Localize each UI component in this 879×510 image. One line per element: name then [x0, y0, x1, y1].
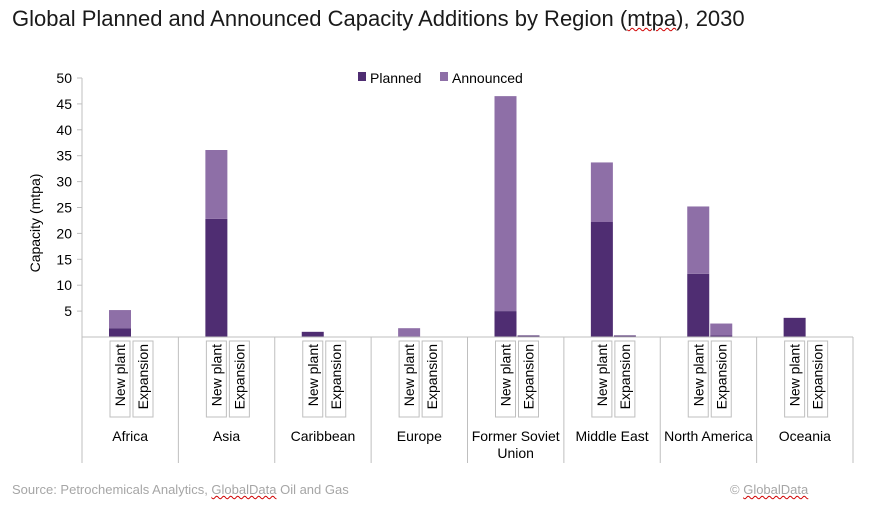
- y-tick-label: 5: [64, 303, 72, 319]
- region-label: Oceania: [779, 428, 831, 444]
- region-label: Middle East: [575, 428, 648, 444]
- subcategory-label: Expansion: [231, 344, 247, 409]
- bar-planned-new-plant: [687, 273, 710, 337]
- x-axis: New plant Expansion Africa New plant Expansi…: [81, 336, 854, 463]
- bar-announced-new-plant: [590, 162, 613, 223]
- bar-announced-new-plant: [687, 206, 710, 274]
- region-label: Union: [497, 445, 534, 461]
- y-tick-label: 35: [56, 148, 72, 164]
- subcategory-label-box: [784, 340, 806, 418]
- subcategory-label-box: [807, 340, 829, 418]
- subcategory-label: Expansion: [328, 344, 344, 409]
- bar-planned-new-plant: [109, 328, 131, 337]
- subcategory-label: Expansion: [521, 344, 537, 409]
- subcategory-label-box: [228, 340, 250, 418]
- y-tick-label: 40: [56, 122, 72, 138]
- subcategory-label: Expansion: [617, 344, 633, 409]
- subcategory-label-box: [614, 340, 636, 418]
- region-label: Africa: [112, 428, 148, 444]
- subcategory-label: Expansion: [424, 344, 440, 409]
- region-label: Europe: [397, 428, 442, 444]
- subcategory-label-box: [421, 340, 443, 418]
- source-note: Source: Petrochemicals Analytics, Global…: [12, 482, 349, 497]
- y-tick-label: 10: [56, 277, 72, 293]
- subcategory-label: New plant: [305, 344, 321, 406]
- bar-planned-expansion: [613, 335, 636, 337]
- subcategory-label-box: [398, 340, 420, 418]
- legend-label-announced: Announced: [452, 70, 523, 86]
- subcategory-label: New plant: [401, 344, 417, 406]
- copyright-brand: GlobalData: [743, 482, 809, 497]
- bar-planned-expansion: [710, 335, 733, 337]
- subcategory-label-box: [132, 340, 154, 418]
- bar-announced-new-plant: [109, 310, 131, 329]
- y-tick-label: 25: [56, 200, 72, 216]
- subcategory-label-box: [710, 340, 732, 418]
- subcategory-label-box: [205, 340, 227, 418]
- subcategory-label-box: [518, 340, 539, 418]
- subcategory-label-box: [687, 340, 709, 418]
- region-label: Asia: [213, 428, 240, 444]
- source-brand: GlobalData: [211, 482, 277, 497]
- bars: [109, 96, 806, 337]
- region-label: Former Soviet: [472, 428, 560, 444]
- y-tick-label: 15: [56, 251, 72, 267]
- y-tick-label: 45: [56, 96, 72, 112]
- legend-swatch-announced: [440, 72, 448, 81]
- bar-planned-new-plant: [783, 317, 806, 337]
- y-tick-label: 50: [56, 70, 72, 86]
- title-unit-spellcheck: mtpa: [627, 6, 677, 31]
- subcategory-label: Expansion: [713, 344, 729, 409]
- subcategory-label: New plant: [690, 344, 706, 406]
- bar-announced-new-plant: [494, 96, 517, 312]
- bar-announced-expansion: [710, 323, 733, 336]
- region-label: Caribbean: [291, 428, 356, 444]
- subcategory-label: New plant: [787, 344, 803, 406]
- subcategory-label-box: [302, 340, 324, 418]
- subcategory-label-box: [495, 340, 516, 418]
- y-tick-label: 30: [56, 174, 72, 190]
- subcategory-label: New plant: [594, 344, 610, 406]
- chart-title: Global Planned and Announced Capacity Ad…: [12, 6, 745, 31]
- subcategory-label: New plant: [208, 344, 224, 406]
- region-label: North America: [664, 428, 753, 444]
- subcategory-label-box: [591, 340, 613, 418]
- bar-planned-new-plant: [301, 331, 324, 337]
- subcategory-label: Expansion: [135, 344, 151, 409]
- bar-announced-new-plant: [205, 150, 228, 219]
- y-axis: 5 10 15 20 25 30 35 40 45 50: [56, 70, 83, 337]
- subcategory-label: New plant: [112, 344, 128, 406]
- bar-planned-new-plant: [205, 218, 228, 337]
- legend: Planned Announced: [358, 70, 523, 86]
- y-axis-label: Capacity (mtpa): [27, 174, 43, 273]
- subcategory-label-box: [109, 340, 131, 418]
- subcategory-label: Expansion: [810, 344, 826, 409]
- bar-planned-new-plant: [494, 311, 517, 337]
- bar-planned-expansion: [517, 335, 540, 337]
- legend-label-planned: Planned: [370, 70, 421, 86]
- copyright-note: © GlobalData: [730, 482, 809, 497]
- bar-planned-new-plant: [590, 222, 613, 337]
- subcategory-label: New plant: [498, 344, 514, 406]
- subcategory-label-box: [325, 340, 347, 418]
- legend-swatch-planned: [358, 72, 366, 81]
- y-tick-label: 20: [56, 225, 72, 241]
- bar-announced-new-plant: [398, 328, 421, 337]
